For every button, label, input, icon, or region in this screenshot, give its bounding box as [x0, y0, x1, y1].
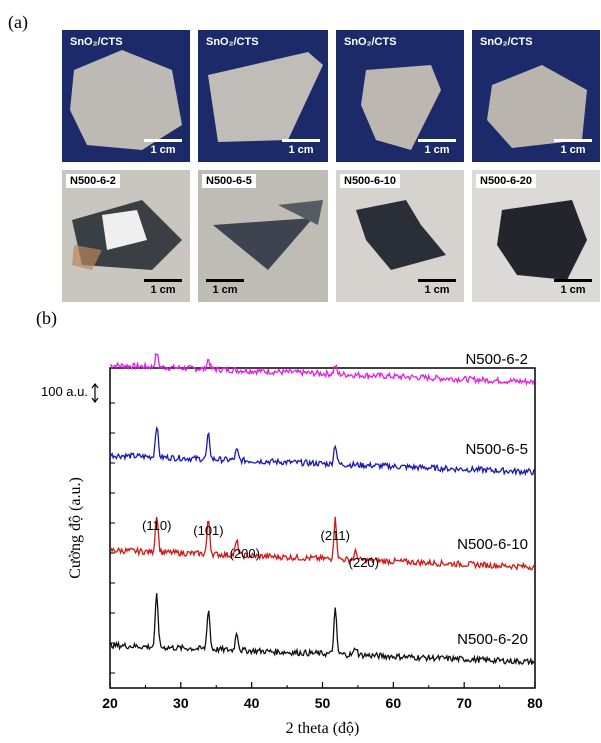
- scale-label: 1 cm: [150, 284, 176, 296]
- photo-tag: SnO₂/CTS: [480, 36, 533, 48]
- scale-label: 1 cm: [424, 144, 450, 156]
- x-tick-label: 80: [527, 695, 543, 711]
- photo-n500-6-20: N500-6-20 1 cm: [472, 170, 600, 302]
- sample-image: [497, 200, 587, 280]
- x-tick-label: 20: [102, 695, 118, 711]
- scale-label: 1 cm: [288, 144, 314, 156]
- film-sample-image: [487, 65, 587, 148]
- x-tick-label: 60: [386, 695, 402, 711]
- scale-bar: 1 cm: [144, 139, 182, 156]
- series-line-n500-6-10: [109, 516, 535, 571]
- scale-label: 1 cm: [212, 284, 238, 296]
- xrd-chart: 20 30 40 50 60 70 80 2 theta (độ) Cường độ (a.u.…: [41, 351, 543, 737]
- scale-bar: 1 cm: [418, 279, 456, 296]
- photo-tag: SnO₂/CTS: [344, 36, 397, 48]
- scale-bar-label: 100 a.u.: [41, 384, 88, 399]
- peak-annotation: (220): [349, 555, 379, 570]
- photo-tag: SnO₂/CTS: [206, 36, 259, 48]
- sample-image: [213, 200, 323, 270]
- series-line-n500-6-20: [109, 593, 535, 666]
- photo-sno2-cts-3: SnO₂/CTS 1 cm: [336, 30, 464, 162]
- photo-tag: N500-6-20: [476, 174, 536, 188]
- scale-bar: 1 cm: [282, 139, 320, 156]
- photo-tag: N500-6-5: [202, 174, 256, 188]
- series-label: N500-6-10: [457, 536, 528, 553]
- photo-n500-6-10: N500-6-10 1 cm: [336, 170, 464, 302]
- film-sample-image: [208, 52, 323, 142]
- panel-a-label: (a): [8, 12, 28, 32]
- photo-sno2-cts-4: SnO₂/CTS 1 cm: [472, 30, 600, 162]
- photo-sno2-cts-1: SnO₂/CTS 1 cm: [62, 30, 190, 162]
- scale-bar: 1 cm: [554, 139, 592, 156]
- scale-bar-arrow-down: [91, 397, 99, 403]
- scale-label: 1 cm: [150, 144, 176, 156]
- scale-bar: 1 cm: [144, 279, 182, 296]
- photo-grid: SnO₂/CTS 1 cm SnO₂/CTS 1 cm SnO₂/CTS 1 c…: [0, 0, 601, 310]
- scale-bar: 1 cm: [418, 139, 456, 156]
- x-tick-label: 70: [456, 695, 472, 711]
- scale-label: 1 cm: [560, 284, 586, 296]
- panel-b-label: (b): [36, 308, 57, 328]
- photo-tag: N500-6-2: [66, 174, 120, 188]
- peak-annotation: (110): [142, 518, 171, 533]
- x-tick-label: 50: [315, 695, 331, 711]
- scale-bar: 1 cm: [554, 279, 592, 296]
- photo-tag: N500-6-10: [340, 174, 400, 188]
- sample-image: [356, 200, 446, 270]
- scale-bar: 1 cm: [206, 279, 244, 296]
- peak-annotation: (211): [321, 528, 350, 543]
- scale-label: 1 cm: [424, 284, 450, 296]
- photo-n500-6-5: N500-6-5 1 cm: [198, 170, 328, 302]
- scale-bar-arrow-up: [91, 383, 99, 389]
- series-line-n500-6-2: [109, 352, 535, 386]
- photo-tag: SnO₂/CTS: [70, 36, 123, 48]
- series-label: N500-6-20: [457, 631, 528, 648]
- sample-image: [72, 200, 182, 270]
- scale-label: 1 cm: [560, 144, 586, 156]
- x-axis-label: 2 theta (độ): [286, 720, 360, 737]
- peak-annotation: (101): [193, 523, 223, 538]
- series-label: N500-6-2: [465, 351, 528, 368]
- film-sample-image: [361, 65, 441, 150]
- series-line-n500-6-5: [109, 425, 535, 477]
- x-tick-label: 30: [173, 695, 189, 711]
- peak-annotation: (200): [230, 546, 260, 561]
- y-axis-label: Cường độ (a.u.): [67, 477, 84, 579]
- photo-sno2-cts-2: SnO₂/CTS 1 cm: [198, 30, 328, 162]
- photo-n500-6-2: N500-6-2 1 cm: [62, 170, 190, 302]
- series-label: N500-6-5: [465, 441, 528, 458]
- x-tick-label: 40: [244, 695, 260, 711]
- film-sample-image: [70, 50, 182, 150]
